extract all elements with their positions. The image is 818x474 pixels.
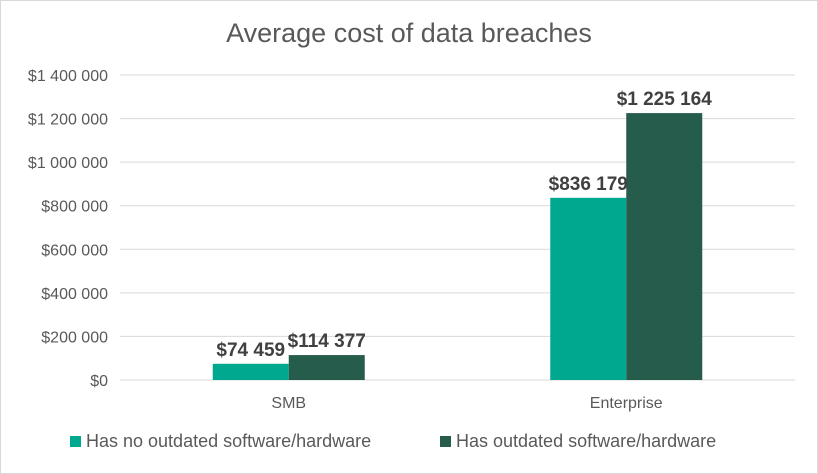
x-category-label: SMB xyxy=(271,395,306,412)
y-axis-ticks: $0 $200 000 $400 000 $600 000 $800 000 $1 000… xyxy=(28,68,108,390)
bar-smb-series-1 xyxy=(288,355,365,380)
y-tick-label: $0 xyxy=(90,373,108,390)
legend-swatch xyxy=(440,436,451,447)
data-label: $114 377 xyxy=(288,331,366,352)
x-category-label: Enterprise xyxy=(590,395,663,412)
y-tick-label: $600 000 xyxy=(41,242,108,259)
y-tick-label: $800 000 xyxy=(41,199,108,216)
data-label: $1 225 164 xyxy=(617,89,713,110)
data-label: $74 459 xyxy=(216,340,285,361)
data-labels: $74 459 $114 377 $836 179 $1 225 164 xyxy=(216,89,712,361)
bar-enterprise-series-0 xyxy=(550,197,627,380)
legend-label: Has no outdated software/hardware xyxy=(86,431,371,451)
legend-swatch xyxy=(70,436,81,447)
data-label: $836 179 xyxy=(549,174,628,195)
legend: Has no outdated software/hardware Has out… xyxy=(70,431,716,451)
legend-label: Has outdated software/hardware xyxy=(456,431,716,451)
y-tick-label: $400 000 xyxy=(41,286,108,303)
x-axis-categories: SMB Enterprise xyxy=(271,395,662,412)
y-tick-label: $200 000 xyxy=(41,329,108,346)
y-tick-label: $1 200 000 xyxy=(28,112,108,129)
bars xyxy=(212,113,703,381)
bar-enterprise-series-1 xyxy=(626,113,703,381)
y-tick-label: $1 400 000 xyxy=(28,68,108,85)
chart-title: Average cost of data breaches xyxy=(226,18,592,48)
bar-smb-series-0 xyxy=(212,363,289,380)
y-tick-label: $1 000 000 xyxy=(28,155,108,172)
